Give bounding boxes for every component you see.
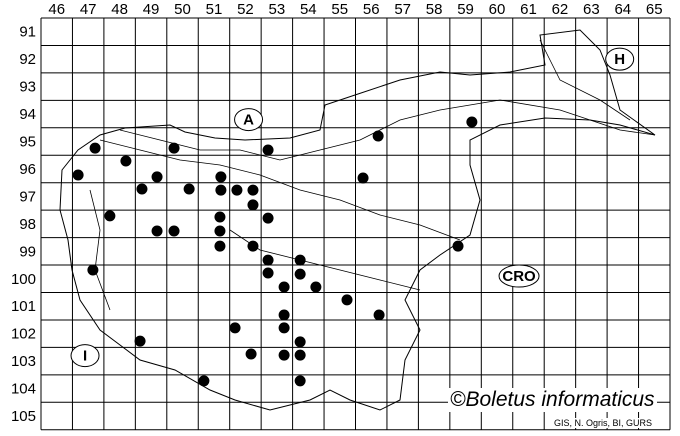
- column-label: 46: [48, 1, 65, 18]
- region-labels: A H CRO I: [70, 47, 635, 368]
- column-label: 60: [489, 1, 506, 18]
- column-label: 48: [111, 1, 128, 18]
- source-credit: GIS, N. Ogris, BI, GURS: [554, 418, 653, 428]
- row-label: 102: [11, 326, 36, 343]
- column-label: 65: [646, 1, 663, 18]
- occurrence-dot: [215, 171, 227, 183]
- column-label: 58: [426, 1, 443, 18]
- occurrence-dot: [372, 130, 384, 142]
- occurrence-dot: [466, 116, 478, 128]
- column-label: 55: [331, 1, 348, 18]
- occurrence-dot: [262, 212, 274, 224]
- occurrence-dot: [373, 309, 385, 321]
- occurrence-dot: [168, 225, 180, 237]
- occurrence-dot: [294, 375, 306, 387]
- occurrence-dot: [262, 144, 274, 156]
- row-label: 92: [19, 51, 36, 68]
- grid-labels: 46 47 48 49 50 51 52 53 54 55 56 57 58 59 60 61 62 63 64 65…: [11, 1, 663, 425]
- occurrence-dot: [214, 211, 226, 223]
- row-label: 91: [19, 24, 36, 41]
- svg-text:I: I: [83, 348, 87, 365]
- occurrence-dot: [294, 349, 306, 361]
- country-border: [59, 29, 656, 411]
- row-label: 99: [19, 243, 36, 260]
- region-label-croatia: CRO: [498, 264, 540, 288]
- svg-text:H: H: [614, 51, 625, 68]
- row-label: 100: [11, 271, 36, 288]
- occurrence-dot: [262, 254, 274, 266]
- occurrence-dot: [231, 184, 243, 196]
- occurrence-dot: [120, 155, 132, 167]
- column-label: 61: [520, 1, 537, 18]
- occurrence-dot: [357, 172, 369, 184]
- svg-text:CRO: CRO: [502, 268, 536, 285]
- row-label: 96: [19, 161, 36, 178]
- row-label: 105: [11, 408, 36, 425]
- occurrence-dot: [310, 281, 322, 293]
- region-label-austria: A: [234, 108, 264, 132]
- occurrence-dot: [151, 225, 163, 237]
- column-label: 64: [614, 1, 631, 18]
- region-label-italy: I: [70, 344, 100, 368]
- column-label: 47: [80, 1, 97, 18]
- row-label: 101: [11, 298, 36, 315]
- occurrence-dot: [278, 281, 290, 293]
- occurrence-dot: [278, 322, 290, 334]
- rivers: [89, 39, 656, 311]
- occurrence-dot: [247, 199, 259, 211]
- copyright-credit: ©Boletus informaticus: [448, 388, 657, 412]
- column-label: 62: [552, 1, 569, 18]
- occurrence-dot: [87, 264, 99, 276]
- row-label: 98: [19, 216, 36, 233]
- column-label: 59: [457, 1, 474, 18]
- occurrence-dot: [294, 254, 306, 266]
- occurrence-dot: [278, 349, 290, 361]
- svg-text:A: A: [243, 112, 254, 129]
- occurrence-dot: [294, 268, 306, 280]
- occurrence-dot: [341, 294, 353, 306]
- occurrence-dot: [245, 348, 257, 360]
- row-label: 95: [19, 134, 36, 151]
- occurrence-dot: [278, 309, 290, 321]
- column-label: 50: [174, 1, 191, 18]
- column-label: 53: [269, 1, 286, 18]
- occurrence-dot: [247, 184, 259, 196]
- column-label: 54: [300, 1, 317, 18]
- occurrence-dot: [72, 169, 84, 181]
- occurrence-dot: [104, 210, 116, 222]
- column-label: 63: [583, 1, 600, 18]
- row-label: 103: [11, 353, 36, 370]
- column-label: 51: [206, 1, 223, 18]
- occurrence-dot: [262, 267, 274, 279]
- occurrence-dot: [215, 184, 227, 196]
- occurrence-dot: [247, 240, 259, 252]
- occurrence-dot: [168, 142, 180, 154]
- occurrence-dot: [214, 240, 226, 252]
- occurrence-dot: [89, 142, 101, 154]
- occurrence-dot: [151, 171, 163, 183]
- column-label: 49: [143, 1, 160, 18]
- grid: [40, 17, 671, 431]
- column-label: 57: [394, 1, 411, 18]
- occurrence-dot: [214, 225, 226, 237]
- occurrence-dots: [72, 116, 478, 387]
- occurrence-dot: [294, 336, 306, 348]
- row-label: 94: [19, 106, 36, 123]
- column-label: 52: [237, 1, 254, 18]
- occurrence-dot: [198, 375, 210, 387]
- row-label: 93: [19, 79, 36, 96]
- occurrence-dot: [452, 240, 464, 252]
- occurrence-dot: [134, 335, 146, 347]
- region-label-hungary: H: [605, 47, 635, 71]
- row-label: 104: [11, 381, 36, 398]
- occurrence-dot: [183, 183, 195, 195]
- row-label: 97: [19, 188, 36, 205]
- occurrence-dot: [136, 183, 148, 195]
- column-label: 56: [363, 1, 380, 18]
- occurrence-dot: [229, 322, 241, 334]
